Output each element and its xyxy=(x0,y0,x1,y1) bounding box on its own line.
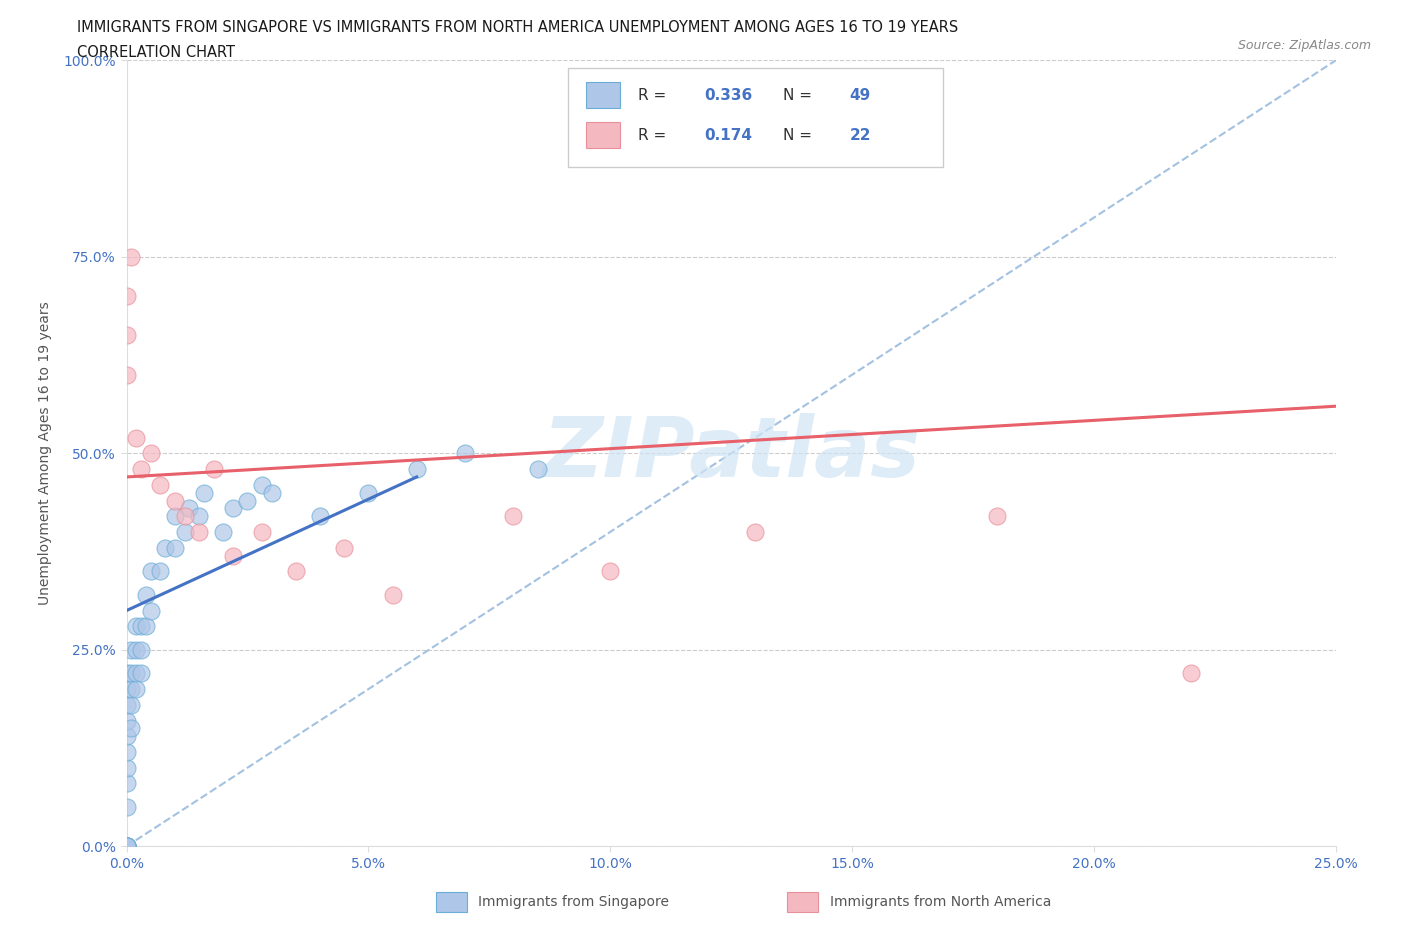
Text: Immigrants from North America: Immigrants from North America xyxy=(830,895,1050,910)
Point xyxy=(129,643,152,658)
Point xyxy=(333,540,356,555)
Point xyxy=(115,745,138,760)
Point xyxy=(120,249,142,264)
Text: 49: 49 xyxy=(849,88,870,103)
Point xyxy=(179,501,201,516)
Text: CORRELATION CHART: CORRELATION CHART xyxy=(77,45,235,60)
Point xyxy=(502,509,524,524)
Point xyxy=(125,431,148,445)
Point xyxy=(309,509,332,524)
Text: 0.174: 0.174 xyxy=(704,127,752,142)
Point xyxy=(115,666,138,681)
Text: Source: ZipAtlas.com: Source: ZipAtlas.com xyxy=(1237,39,1371,52)
Point xyxy=(135,588,157,603)
Point xyxy=(125,682,148,697)
Text: 22: 22 xyxy=(849,127,872,142)
Point xyxy=(163,540,186,555)
Point xyxy=(129,666,152,681)
Point xyxy=(149,477,172,492)
Point xyxy=(120,698,142,712)
Point xyxy=(260,485,283,500)
Point xyxy=(115,800,138,815)
Point xyxy=(135,618,157,633)
Point xyxy=(115,682,138,697)
Point xyxy=(188,525,211,539)
Point xyxy=(163,493,186,508)
Text: N =: N = xyxy=(783,88,817,103)
Text: 0.336: 0.336 xyxy=(704,88,752,103)
Text: R =: R = xyxy=(638,88,671,103)
Point xyxy=(599,564,621,578)
Text: IMMIGRANTS FROM SINGAPORE VS IMMIGRANTS FROM NORTH AMERICA UNEMPLOYMENT AMONG AG: IMMIGRANTS FROM SINGAPORE VS IMMIGRANTS … xyxy=(77,20,959,35)
Point xyxy=(129,461,152,476)
Point xyxy=(115,367,138,382)
Point xyxy=(173,509,195,524)
Point xyxy=(222,501,245,516)
Point xyxy=(222,548,245,563)
Point xyxy=(115,839,138,854)
Point xyxy=(139,446,162,461)
Text: ZIPatlas: ZIPatlas xyxy=(543,413,920,494)
Text: Immigrants from Singapore: Immigrants from Singapore xyxy=(478,895,669,910)
Point xyxy=(250,525,273,539)
Point xyxy=(129,618,152,633)
Point xyxy=(115,713,138,728)
Point xyxy=(163,509,186,524)
Point xyxy=(115,761,138,776)
Point xyxy=(125,618,148,633)
Point xyxy=(115,839,138,854)
Point xyxy=(115,776,138,790)
Point xyxy=(236,493,259,508)
Point xyxy=(193,485,215,500)
Point xyxy=(115,698,138,712)
Point xyxy=(155,540,177,555)
Point xyxy=(120,666,142,681)
Bar xyxy=(586,83,620,109)
Text: N =: N = xyxy=(783,127,817,142)
Point xyxy=(526,461,548,476)
Point xyxy=(250,477,273,492)
Text: R =: R = xyxy=(638,127,671,142)
Point xyxy=(120,682,142,697)
Point xyxy=(139,564,162,578)
Point xyxy=(212,525,235,539)
Point xyxy=(125,666,148,681)
FancyBboxPatch shape xyxy=(568,68,943,166)
Point xyxy=(202,461,225,476)
Point xyxy=(454,446,477,461)
Point xyxy=(405,461,427,476)
Point xyxy=(120,721,142,736)
Bar xyxy=(586,122,620,148)
Point xyxy=(115,839,138,854)
Point xyxy=(173,525,195,539)
Point xyxy=(744,525,766,539)
Point xyxy=(986,509,1008,524)
Point xyxy=(115,839,138,854)
Point xyxy=(357,485,380,500)
Point xyxy=(284,564,307,578)
Point xyxy=(120,643,142,658)
Point xyxy=(115,288,138,303)
Point xyxy=(139,604,162,618)
Point xyxy=(1180,666,1202,681)
Point xyxy=(149,564,172,578)
Point xyxy=(115,839,138,854)
Point xyxy=(115,729,138,744)
Y-axis label: Unemployment Among Ages 16 to 19 years: Unemployment Among Ages 16 to 19 years xyxy=(38,301,52,605)
Point xyxy=(115,839,138,854)
Point xyxy=(115,328,138,343)
Point xyxy=(381,588,404,603)
Point xyxy=(125,643,148,658)
Point xyxy=(188,509,211,524)
